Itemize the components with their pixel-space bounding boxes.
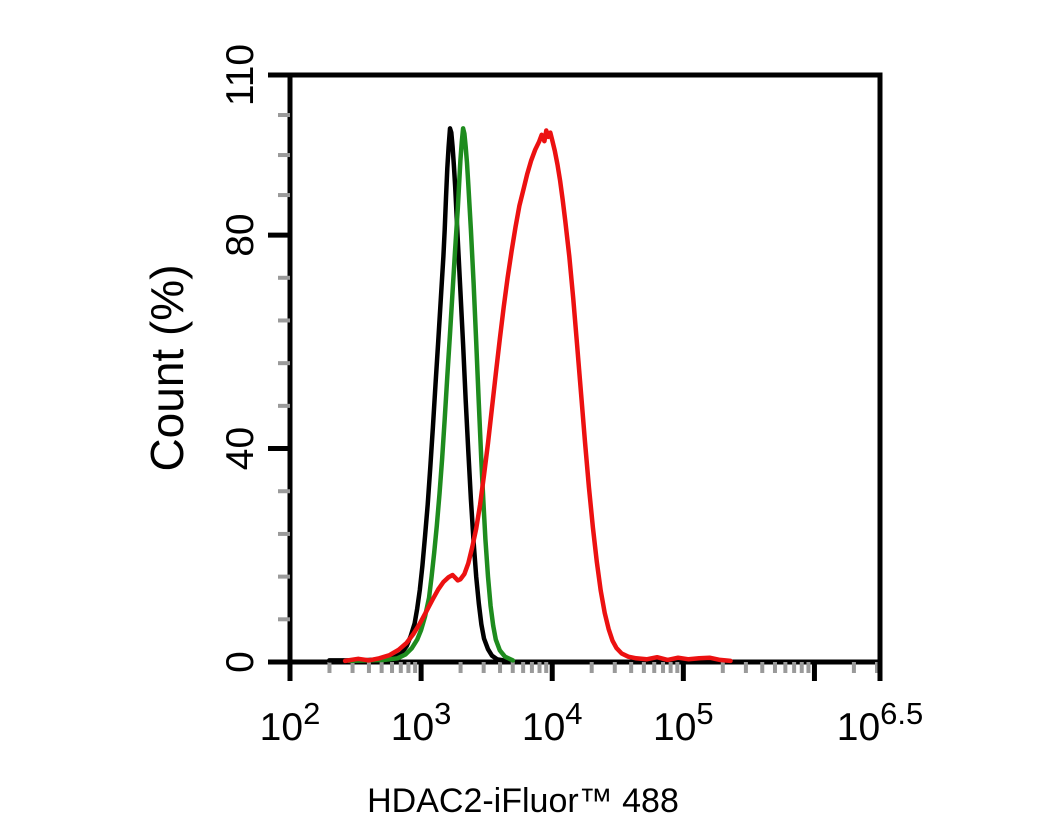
x-axis-title: HDAC2-iFluor™ 488 [367, 782, 679, 820]
x-axis-tick-labels: 102 103 104 105 106.5 [260, 696, 924, 749]
y-tick-label: 110 [219, 44, 262, 106]
series-red-curve [342, 128, 733, 664]
y-axis-title: Count (%) [141, 264, 193, 471]
x-axis-minor-ticks [327, 662, 880, 673]
plot-border [287, 72, 883, 665]
y-tick-label: 40 [219, 427, 262, 470]
y-axis-tick-labels: 0 40 80 110 [219, 44, 262, 673]
x-tick-label: 105 [653, 696, 714, 749]
series-black-curve [327, 126, 509, 664]
x-tick-label: 106.5 [837, 696, 924, 749]
series-curves [327, 126, 733, 664]
series-green-curve [346, 126, 516, 664]
y-axis-minor-ticks [278, 113, 290, 622]
y-tick-label: 80 [219, 213, 262, 256]
x-axis-major-ticks [287, 660, 883, 681]
x-tick-label: 104 [522, 696, 583, 749]
y-axis-major-ticks [268, 72, 290, 665]
x-tick-label: 103 [391, 696, 452, 749]
x-tick-label: 102 [260, 696, 321, 749]
y-tick-label: 0 [219, 651, 262, 673]
